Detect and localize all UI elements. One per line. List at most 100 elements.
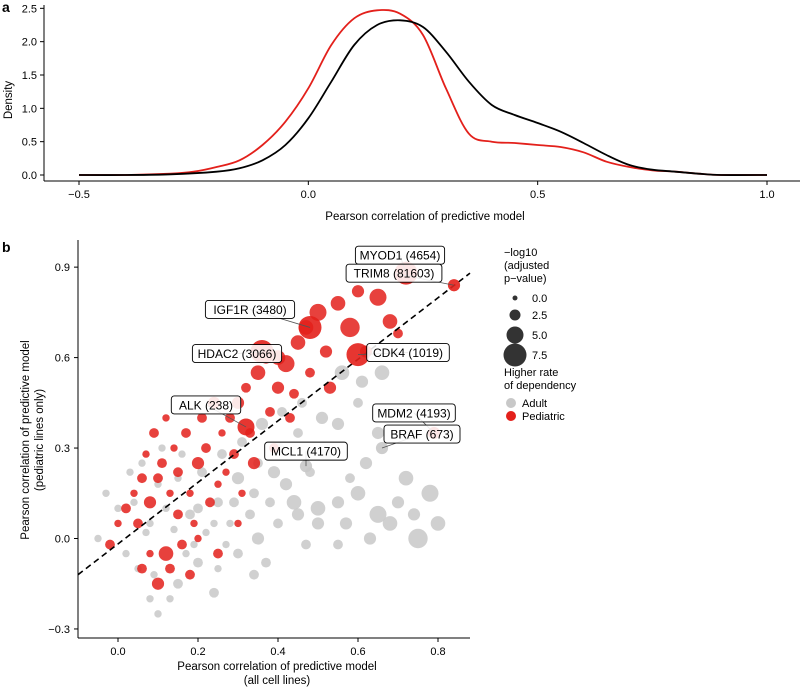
pediatric-point (173, 509, 183, 520)
adult-point (408, 528, 428, 549)
pediatric-point (173, 467, 183, 478)
adult-point (197, 467, 207, 478)
pediatric-point (285, 412, 295, 423)
adult-point (226, 519, 234, 528)
pediatric-point (290, 335, 306, 350)
adult-point (382, 516, 398, 531)
pediatric-point (194, 534, 202, 543)
adult-point (339, 517, 353, 530)
pediatric-point (137, 473, 147, 484)
scatter-x-tick-label: 0.8 (430, 646, 445, 658)
adult-point (359, 457, 373, 470)
size-legend-title: (adjusted (504, 260, 549, 272)
panel-letter-b: b (2, 239, 11, 255)
adult-point (231, 472, 245, 485)
adult-point (102, 489, 110, 497)
pediatric-point (340, 317, 360, 338)
gene-label-box (372, 403, 456, 423)
pediatric-point (213, 548, 223, 559)
pediatric-point (165, 563, 175, 574)
scatter-y-axis-subtitle: (pediatric lines only) (34, 389, 46, 491)
adult-point (158, 444, 166, 452)
pediatric-point (250, 365, 266, 380)
size-legend-title: p−value) (504, 273, 547, 285)
density-x-tick-label: 1.0 (759, 189, 774, 201)
density-y-tick-label: 2.0 (22, 37, 37, 49)
pediatric-point (114, 519, 122, 528)
pediatric-point (133, 518, 143, 529)
size-legend-swatch (506, 326, 524, 344)
adult-point (233, 548, 243, 559)
pediatric-point (105, 539, 115, 550)
pediatric-point (382, 314, 398, 329)
pediatric-point (305, 367, 315, 378)
density-y-tick-label: 0.5 (22, 137, 37, 149)
adult-point (315, 411, 329, 424)
scatter-x-tick-label: 0.2 (190, 646, 205, 658)
adult-point (310, 501, 326, 516)
adult-point (331, 417, 345, 431)
pediatric-point (218, 429, 226, 437)
adult-point (193, 503, 203, 514)
pediatric-point (177, 539, 187, 550)
adult-point (311, 517, 325, 530)
density-y-tick-label: 0.0 (22, 170, 37, 182)
density-x-tick-label: 0.5 (530, 189, 545, 201)
adult-point (355, 375, 369, 388)
gene-label-text: CDK4 (1019) (373, 346, 443, 360)
pediatric-point (330, 296, 346, 311)
density-plot-area (78, 9, 768, 176)
adult-point (398, 470, 414, 486)
size-legend-swatch (512, 295, 518, 301)
pediatric-point (162, 414, 170, 422)
adult-point (369, 505, 387, 523)
pediatric-point (186, 489, 194, 497)
adult-point (277, 406, 287, 417)
adult-point (170, 525, 178, 534)
pediatric-point (241, 382, 251, 393)
adult-point (222, 540, 230, 549)
gene-label-text: MDM2 (4193) (377, 406, 450, 420)
gene-label-text: BRAF (673) (390, 428, 453, 442)
adult-point (249, 488, 259, 499)
gene-label-text: HDAC2 (3066) (198, 347, 277, 361)
adult-point (279, 478, 293, 491)
gene-label-box (264, 441, 348, 461)
pediatric-point (319, 345, 333, 358)
gene-label-text: MYOD1 (4654) (360, 249, 441, 263)
adult-point (374, 365, 390, 380)
gene-label-box (383, 424, 461, 444)
adult-point (301, 539, 311, 550)
density-y-tick-label: 1.5 (22, 70, 37, 82)
scatter-x-tick-label: 0.4 (270, 646, 285, 658)
density-x-axis-title: Pearson correlation of predictive model (325, 211, 524, 223)
gene-label-box (366, 343, 450, 363)
scatter-y-tick-label: 0.9 (55, 262, 70, 274)
pediatric-point (271, 381, 285, 394)
adult-point (214, 564, 222, 573)
color-legend-title: of dependency (504, 380, 577, 392)
adult-point (430, 516, 446, 531)
adult-point (331, 496, 345, 509)
pediatric-point (234, 519, 242, 528)
scatter-x-tick-label: 0.0 (110, 646, 125, 658)
pediatric-point (142, 450, 150, 458)
scatter-axes: −0.3 0.0 0.3 0.6 0.9 0.0 0.2 0.4 0.6 0.8 (48, 240, 470, 658)
pediatric-point (121, 503, 131, 514)
pediatric-point (146, 549, 154, 558)
size-legend-label: 2.5 (532, 310, 547, 322)
pediatric-point (369, 288, 387, 306)
adult-point (245, 509, 255, 520)
size-legend-swatch (509, 309, 521, 321)
diagonal-reference-line (77, 272, 471, 576)
adult-point (217, 449, 227, 459)
pediatric-point (157, 458, 167, 469)
adult-point (371, 426, 385, 440)
gene-label-box (204, 299, 296, 319)
adult-point (210, 519, 218, 528)
panel-b-scatter-chart: b −0.3 0.0 0.3 0.6 0.9 0.0 0.2 0.4 0.6 0.8 MYOD1 … (2, 239, 577, 687)
adult-point (190, 540, 198, 549)
color-legend-label: Pediatric (522, 411, 565, 423)
adult-point (273, 518, 283, 529)
pediatric-point (351, 285, 365, 298)
